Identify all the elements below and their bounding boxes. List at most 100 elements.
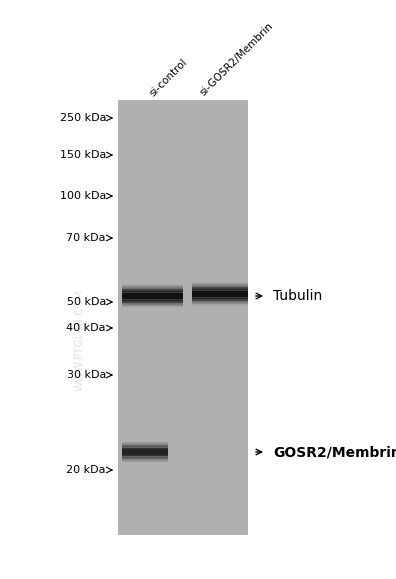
Bar — [122, 450, 168, 451]
Bar — [192, 283, 248, 284]
Bar — [122, 305, 183, 306]
Bar — [192, 284, 248, 285]
Bar — [122, 303, 183, 304]
Text: 30 kDa: 30 kDa — [67, 370, 106, 380]
Bar — [192, 287, 248, 288]
Bar — [192, 291, 248, 293]
Bar — [122, 289, 183, 290]
Bar — [192, 299, 248, 301]
Bar — [122, 291, 183, 292]
Bar — [122, 285, 183, 287]
Bar — [122, 448, 168, 449]
Bar — [122, 443, 168, 444]
Bar — [192, 302, 248, 303]
Bar — [118, 100, 248, 535]
Bar — [122, 449, 168, 450]
Bar — [192, 295, 248, 296]
Bar — [122, 295, 183, 296]
Bar — [122, 451, 168, 452]
Bar — [122, 445, 168, 446]
Bar — [122, 450, 168, 452]
Bar — [122, 294, 183, 296]
Bar — [122, 306, 183, 308]
Bar — [122, 453, 168, 455]
Text: 250 kDa: 250 kDa — [59, 113, 106, 123]
Bar — [122, 284, 183, 285]
Bar — [122, 290, 183, 292]
Bar — [192, 294, 248, 296]
Bar — [122, 302, 183, 303]
Bar — [122, 296, 183, 298]
Bar — [122, 444, 168, 445]
Bar — [122, 301, 183, 303]
Text: 40 kDa: 40 kDa — [67, 323, 106, 333]
Bar — [192, 285, 248, 287]
Text: 100 kDa: 100 kDa — [60, 191, 106, 201]
Bar — [122, 304, 183, 306]
Bar — [192, 296, 248, 298]
Bar — [122, 287, 183, 288]
Bar — [122, 444, 168, 445]
Bar — [122, 452, 168, 453]
Bar — [122, 456, 168, 457]
Bar — [192, 298, 248, 300]
Bar — [122, 297, 183, 299]
Bar — [122, 285, 183, 286]
Bar — [122, 455, 168, 456]
Bar — [122, 441, 168, 443]
Text: Tubulin: Tubulin — [273, 289, 322, 303]
Bar — [192, 284, 248, 286]
Bar — [192, 288, 248, 290]
Bar — [122, 292, 183, 294]
Bar — [192, 297, 248, 298]
Bar — [192, 300, 248, 301]
Bar — [192, 291, 248, 292]
Bar — [192, 305, 248, 306]
Bar — [192, 282, 248, 284]
Bar — [122, 448, 168, 449]
Bar — [192, 294, 248, 295]
Bar — [192, 298, 248, 299]
Bar — [192, 289, 248, 291]
Bar — [122, 459, 168, 460]
Bar — [192, 293, 248, 294]
Bar — [122, 301, 183, 302]
Text: 50 kDa: 50 kDa — [67, 297, 106, 307]
Text: si-control: si-control — [148, 57, 189, 98]
Text: 20 kDa: 20 kDa — [67, 465, 106, 475]
Bar — [122, 288, 183, 290]
Bar — [192, 290, 248, 291]
Bar — [122, 303, 183, 305]
Bar — [192, 301, 248, 302]
Text: WWW.PTGLAB.COM: WWW.PTGLAB.COM — [75, 289, 85, 391]
Bar — [122, 306, 183, 307]
Bar — [122, 447, 168, 448]
Bar — [122, 287, 183, 288]
Text: 70 kDa: 70 kDa — [67, 233, 106, 243]
Bar — [192, 286, 248, 287]
Bar — [122, 456, 168, 458]
Bar — [192, 287, 248, 289]
Text: GOSR2/Membrin: GOSR2/Membrin — [273, 445, 396, 459]
Bar — [192, 304, 248, 305]
Bar — [122, 446, 168, 448]
Bar — [122, 298, 183, 299]
Bar — [122, 290, 183, 291]
Bar — [192, 292, 248, 294]
Bar — [122, 460, 168, 461]
Bar — [122, 461, 168, 462]
Bar — [122, 294, 183, 295]
Bar — [122, 461, 168, 463]
Bar — [122, 452, 168, 454]
Bar — [192, 303, 248, 305]
Bar — [122, 296, 183, 297]
Bar — [192, 302, 248, 303]
Bar — [122, 299, 183, 301]
Bar — [122, 292, 183, 293]
Bar — [122, 458, 168, 459]
Bar — [122, 457, 168, 459]
Bar — [122, 442, 168, 444]
Bar — [122, 454, 168, 455]
Text: 150 kDa: 150 kDa — [60, 150, 106, 160]
Text: si-GOSR2/Membrin: si-GOSR2/Membrin — [198, 21, 275, 98]
